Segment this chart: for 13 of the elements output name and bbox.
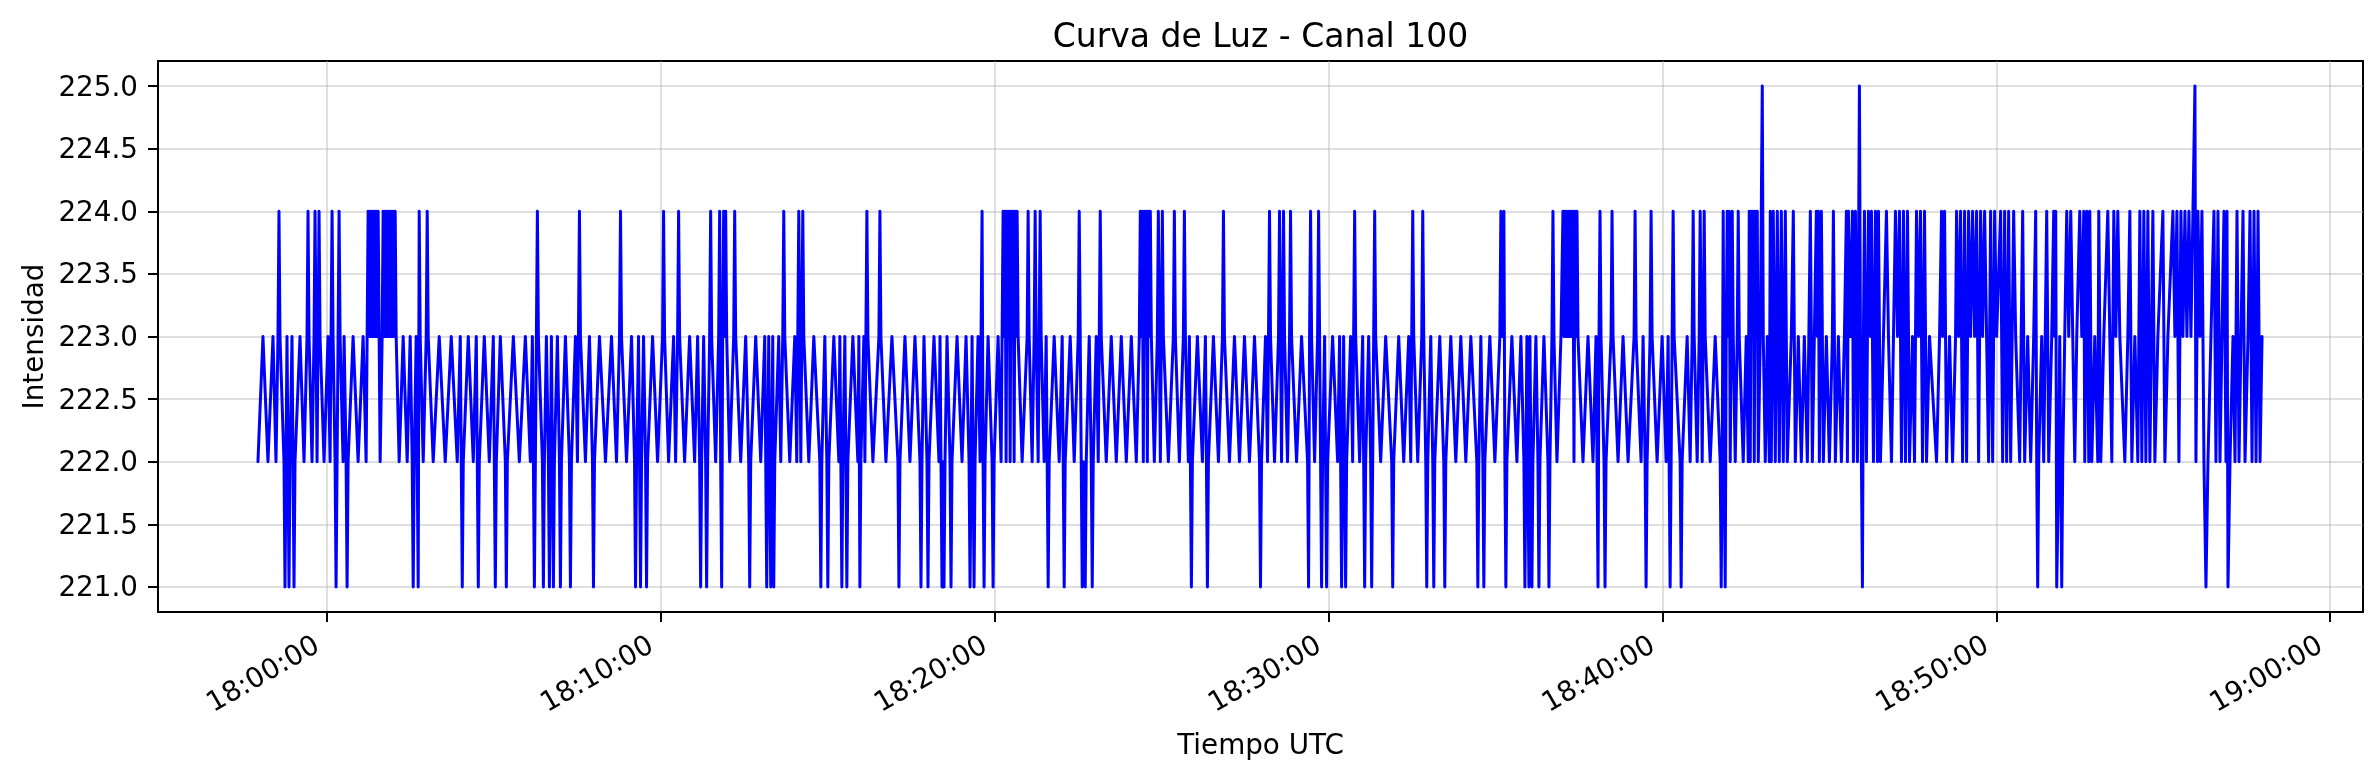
y-tick-label: 224.0 [58,194,138,228]
y-tick-label: 223.0 [58,320,138,353]
y-tick-label: 223.5 [58,257,138,291]
x-axis-title: Tiempo UTC [1176,727,1344,761]
chart-title: Curva de Luz - Canal 100 [1052,16,1469,55]
y-tick-label: 221.0 [58,570,138,604]
line-series [256,84,2264,589]
y-axis-title: Intensidad [17,263,51,410]
y-tick-label: 221.5 [58,507,138,541]
y-tick-label: 224.5 [58,132,138,166]
y-tick-label: 222.0 [58,445,138,479]
y-tick-label: 222.5 [58,382,138,416]
y-tick-label: 225.0 [58,69,138,103]
